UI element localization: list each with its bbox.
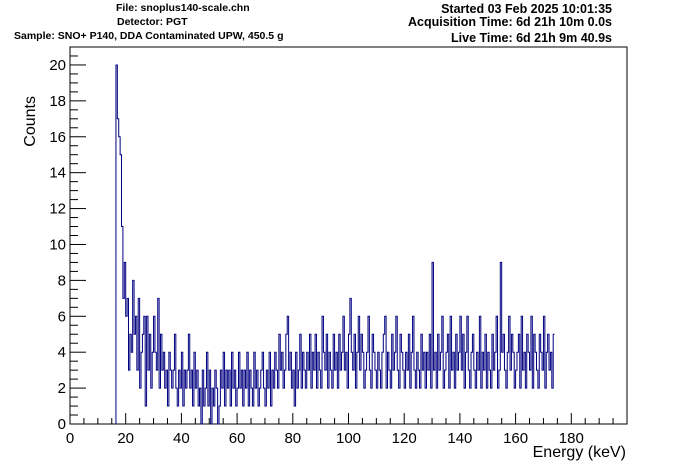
y-tick-label: 18 xyxy=(49,93,66,110)
live-time-label: Live Time: 6d 21h 9m 40.9s xyxy=(451,31,612,45)
x-tick-label: 20 xyxy=(117,430,134,447)
x-tick-label: 60 xyxy=(229,430,246,447)
y-axis-title: Counts xyxy=(22,96,39,147)
x-tick-label: 80 xyxy=(284,430,301,447)
file-label: File: snoplus140-scale.chn xyxy=(116,2,250,14)
x-tick-labels: 0 20 40 60 80 100 120 140 160 180 xyxy=(66,430,584,447)
y-tick-labels: 0 2 4 6 8 10 12 14 16 18 20 xyxy=(49,57,66,433)
y-tick-label: 10 xyxy=(49,236,66,253)
x-tick-label: 40 xyxy=(173,430,190,447)
y-tick-label: 2 xyxy=(58,380,66,397)
x-tick-label: 160 xyxy=(503,430,528,447)
started-label: Started 03 Feb 2025 10:01:35 xyxy=(441,2,612,16)
x-tick-label: 100 xyxy=(336,430,361,447)
y-tick-label: 8 xyxy=(58,272,66,289)
x-tick-label: 180 xyxy=(559,430,584,447)
x-axis-title: Energy (keV) xyxy=(533,444,626,461)
y-tick-label: 16 xyxy=(49,129,66,146)
y-tick-label: 20 xyxy=(49,57,66,74)
y-tick-label: 6 xyxy=(58,308,66,325)
x-tick-label: 140 xyxy=(447,430,472,447)
y-tick-label: 14 xyxy=(49,165,66,182)
sample-label: Sample: SNO+ P140, DDA Contaminated UPW,… xyxy=(14,30,284,42)
y-tick-label: 12 xyxy=(49,201,66,218)
y-tick-label: 4 xyxy=(58,344,66,361)
y-tick-label: 0 xyxy=(58,416,66,433)
axis-ticks xyxy=(69,46,628,425)
spectrum-histogram xyxy=(115,64,555,425)
acquisition-time-label: Acquisition Time: 6d 21h 10m 0.0s xyxy=(407,15,612,29)
detector-label: Detector: PGT xyxy=(117,16,188,28)
x-tick-label: 0 xyxy=(66,430,74,447)
x-tick-label: 120 xyxy=(392,430,417,447)
